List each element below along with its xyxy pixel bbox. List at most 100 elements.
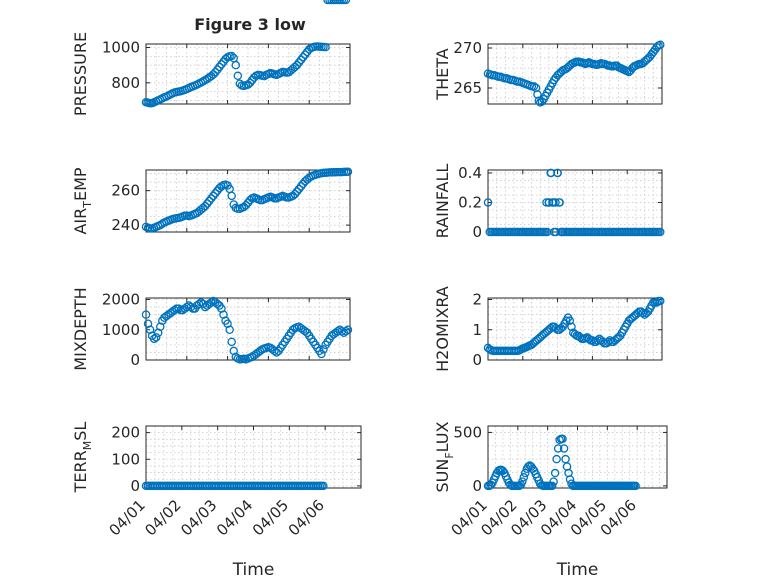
data-point	[182, 302, 192, 312]
data-point	[296, 182, 306, 191]
y-tick-label: 500	[453, 423, 482, 441]
data-point	[211, 67, 220, 77]
data-point	[656, 296, 665, 306]
y-tick-label: 0	[472, 351, 482, 369]
data-point	[343, 325, 353, 335]
subplot-terr-msl: 0 100 200 TERRMSL 04/0104/0204/0304/0404/050…	[71, 422, 362, 580]
figure-title: Figure 3 low	[194, 15, 306, 34]
data-point	[341, 327, 351, 336]
data-point	[209, 191, 218, 201]
data-point	[631, 481, 640, 491]
data-point	[292, 60, 302, 70]
data-point	[294, 58, 304, 67]
subplot-h2omixra: 0 1 2 H2OMIXRA	[433, 286, 665, 372]
data-point	[518, 477, 527, 486]
data-point	[174, 304, 183, 313]
data-point	[151, 333, 161, 342]
data-point	[149, 334, 159, 344]
y-tick-label: 0	[130, 477, 140, 495]
data-point	[343, 167, 353, 176]
data-point	[217, 60, 226, 69]
y-axis-label: MIXDEPTH	[71, 287, 90, 370]
y-axis-label: PRESSURE	[71, 32, 90, 116]
y-tick-label: 265	[453, 79, 482, 97]
data-point	[559, 444, 569, 453]
data-point	[341, 0, 351, 5]
data-point	[227, 191, 236, 201]
data-point	[557, 227, 567, 237]
y-tick-label: 0.4	[458, 164, 482, 182]
data-point	[549, 477, 558, 486]
y-axis-label: TERRMSL	[71, 422, 94, 494]
y-axis-label: H2OMIXRA	[433, 286, 452, 372]
data-point	[529, 82, 539, 91]
axes-box	[487, 43, 663, 105]
data-point	[638, 308, 648, 318]
data-point	[292, 187, 302, 196]
data-point	[227, 337, 236, 347]
y-tick-label: 100	[111, 450, 140, 468]
y-tick-label: 1000	[102, 321, 140, 339]
x-tick-label: 04/05	[249, 496, 292, 539]
data-point	[170, 305, 179, 315]
data-point	[200, 201, 210, 211]
data-point	[524, 462, 533, 471]
x-tick-label: 04/06	[285, 496, 328, 539]
y-tick-label: 800	[111, 74, 140, 92]
data-point	[567, 322, 576, 331]
data-point	[207, 298, 216, 307]
data-point	[551, 198, 560, 207]
data-point	[204, 196, 214, 206]
x-tick-label: 04/03	[177, 496, 220, 539]
data-point	[207, 194, 216, 203]
x-tick-label: 04/01	[106, 496, 149, 539]
data-point	[553, 444, 563, 453]
data-point	[290, 189, 300, 199]
y-tick-label: 0	[472, 223, 482, 241]
data-point	[553, 168, 562, 178]
y-tick-label: 260	[111, 182, 140, 200]
y-tick-label: 0	[130, 351, 140, 369]
y-tick-label: 2000	[102, 291, 140, 309]
data-point	[235, 79, 245, 88]
data-point	[233, 71, 243, 81]
data-point	[294, 184, 304, 194]
x-axis-label: Time	[232, 560, 275, 580]
y-tick-label: 200	[111, 424, 140, 442]
data-point	[565, 316, 575, 325]
y-tick-label: 2	[472, 291, 482, 309]
data-point	[225, 325, 234, 335]
data-point	[213, 65, 222, 74]
y-axis-label: RAINFALL	[433, 164, 452, 239]
data-point	[483, 198, 493, 207]
axes-box	[145, 43, 351, 105]
y-tick-label: 240	[111, 216, 140, 234]
data-point	[593, 336, 602, 345]
data-point	[547, 481, 557, 491]
data-point	[317, 349, 326, 359]
data-point	[550, 468, 560, 478]
data-point	[215, 62, 224, 72]
data-point	[298, 52, 308, 62]
data-point	[186, 302, 196, 312]
subplot-sun-flux: 0500SUNFLUX04/0104/0204/0304/0404/0504/0…	[433, 421, 668, 580]
y-axis-label: THETA	[433, 48, 452, 100]
subplot-air-temp: 240 260 AIRTEMP	[71, 167, 353, 235]
data-point	[241, 201, 251, 210]
data-point	[202, 199, 212, 208]
y-axis-label: SUNFLUX	[433, 421, 456, 492]
data-point	[337, 327, 347, 336]
data-point	[245, 78, 255, 88]
data-point	[558, 434, 567, 444]
data-point	[296, 55, 306, 65]
axes-box	[487, 297, 663, 361]
data-point	[555, 198, 564, 207]
y-tick-label: 0.2	[458, 193, 482, 211]
data-point	[552, 454, 561, 464]
y-tick-label: 0	[472, 477, 482, 495]
x-tick-label: 04/02	[141, 496, 184, 539]
data-point	[333, 327, 343, 336]
